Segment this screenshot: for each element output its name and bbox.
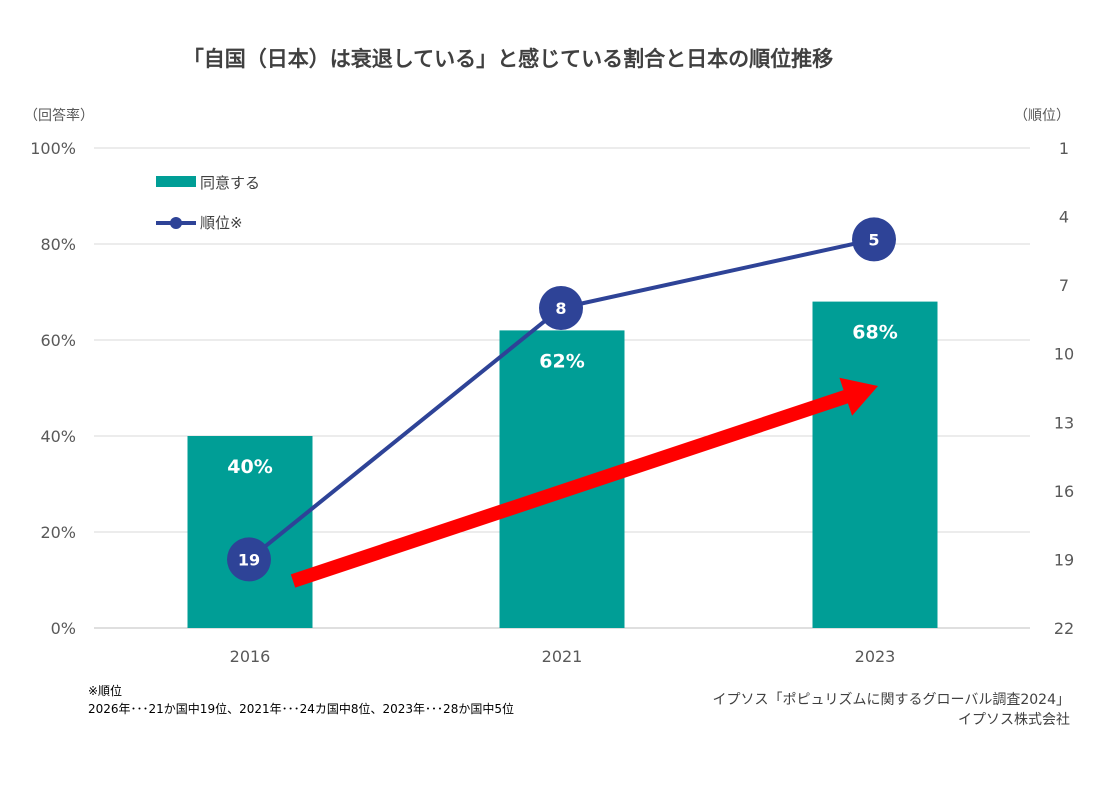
left-axis-label: （回答率） [24,107,94,124]
category-labels: 2016 2021 2023 [230,647,896,666]
category-label: 2016 [230,647,271,666]
legend-label-line: 順位※ [200,214,243,232]
source-line-2: イプソス株式会社 [958,712,1070,728]
source-line-1: イプソス「ポピュリズムに関するグローバル調査2024」 [713,692,1071,708]
left-axis-ticks: 0% 20% 40% 60% 80% 100% [30,139,76,638]
left-tick-label: 60% [40,331,76,350]
trend-arrow-shape [290,377,879,588]
right-tick-label: 7 [1059,276,1069,295]
category-label: 2023 [855,647,896,666]
footnote: ※順位 2026年･･･21か国中19位、2021年･･･24カ国中8位、202… [88,683,514,716]
legend-marker-line [170,217,182,229]
right-axis-label: （順位） [1014,108,1070,124]
right-axis-ticks: 1 4 7 10 13 16 19 22 [1054,139,1074,638]
bar [187,436,313,628]
right-tick-label: 1 [1059,139,1069,158]
rank-marker [852,217,896,262]
rank-value-label: 19 [238,550,260,569]
category-label: 2021 [542,647,583,666]
rank-value-label: 8 [555,299,566,318]
right-tick-label: 22 [1054,619,1074,638]
legend-label-bar: 同意する [200,174,260,192]
bar-value-label: 40% [227,456,272,478]
left-tick-label: 0% [51,619,76,638]
trend-arrow [290,377,879,588]
right-tick-label: 13 [1054,413,1074,432]
bar-value-label: 68% [852,322,897,344]
bar [812,301,938,628]
chart-title: 「自国（日本）は衰退している」と感じている割合と日本の順位推移 [183,47,833,71]
right-tick-label: 10 [1054,345,1074,364]
right-tick-label: 16 [1054,482,1074,501]
left-tick-label: 20% [40,523,76,542]
rank-value-label: 5 [868,230,879,249]
footnote-line-2: 2026年･･･21か国中19位、2021年･･･24カ国中8位、2023年･･… [88,701,514,716]
left-tick-label: 80% [40,235,76,254]
left-tick-label: 40% [40,427,76,446]
source: イプソス「ポピュリズムに関するグローバル調査2024」 イプソス株式会社 [713,692,1071,728]
right-tick-label: 4 [1059,208,1069,227]
left-tick-label: 100% [30,139,76,158]
legend-swatch-bar [156,176,196,187]
bar-value-label: 62% [539,350,584,372]
right-tick-label: 19 [1054,550,1074,569]
rank-marker [227,537,271,582]
footnote-line-1: ※順位 [88,683,122,698]
rank-marker [539,286,583,330]
legend: 同意する 順位※ [156,174,260,232]
